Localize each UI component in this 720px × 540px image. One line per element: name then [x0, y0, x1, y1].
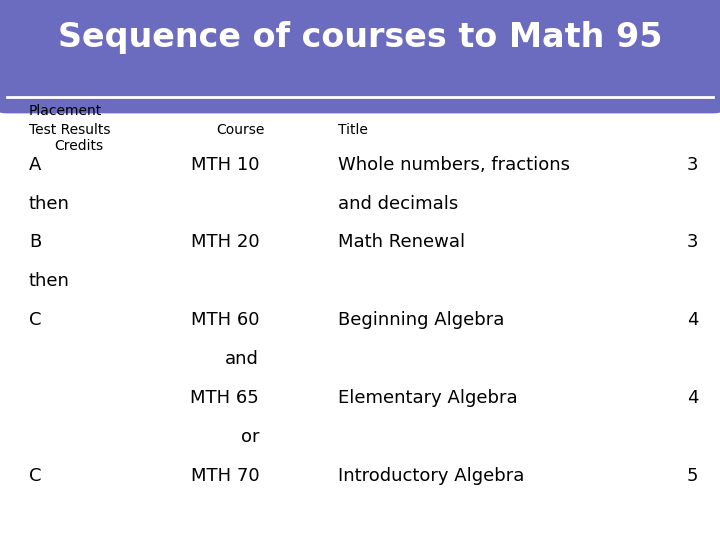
Text: B: B: [29, 233, 41, 252]
Text: Course: Course: [216, 123, 264, 137]
Text: then: then: [29, 272, 70, 291]
Text: Whole numbers, fractions: Whole numbers, fractions: [338, 156, 570, 174]
Text: then: then: [29, 194, 70, 213]
Text: and decimals: and decimals: [338, 194, 459, 213]
Text: MTH 20: MTH 20: [191, 233, 259, 252]
FancyBboxPatch shape: [0, 0, 720, 113]
Text: C: C: [29, 467, 41, 485]
Text: Credits: Credits: [54, 139, 103, 153]
Text: and: and: [225, 350, 259, 368]
Bar: [7, 72, 713, 100]
Text: or: or: [240, 428, 259, 446]
Text: MTH 60: MTH 60: [191, 311, 259, 329]
Text: Beginning Algebra: Beginning Algebra: [338, 311, 505, 329]
Text: 5: 5: [687, 467, 698, 485]
Text: Title: Title: [338, 123, 368, 137]
Text: Elementary Algebra: Elementary Algebra: [338, 389, 518, 407]
Text: Introductory Algebra: Introductory Algebra: [338, 467, 525, 485]
Text: Sequence of courses to Math 95: Sequence of courses to Math 95: [58, 21, 662, 53]
Text: A: A: [29, 156, 41, 174]
Text: 4: 4: [687, 389, 698, 407]
Text: 3: 3: [687, 156, 698, 174]
Text: MTH 65: MTH 65: [191, 389, 259, 407]
Text: 4: 4: [687, 311, 698, 329]
Text: 3: 3: [687, 233, 698, 252]
Text: Math Renewal: Math Renewal: [338, 233, 466, 252]
Text: MTH 10: MTH 10: [191, 156, 259, 174]
Text: C: C: [29, 311, 41, 329]
Text: Placement: Placement: [29, 104, 102, 118]
Text: Test Results: Test Results: [29, 123, 110, 137]
Text: MTH 70: MTH 70: [191, 467, 259, 485]
